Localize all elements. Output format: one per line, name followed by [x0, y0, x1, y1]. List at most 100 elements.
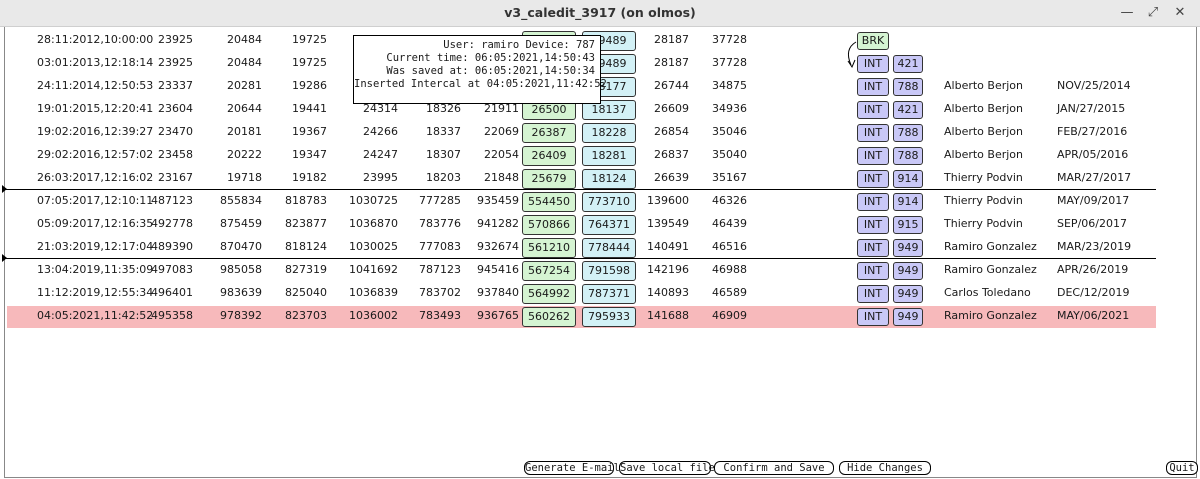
hide-changes-button[interactable]: Hide Changes: [839, 461, 931, 475]
close-icon[interactable]: ✕: [1174, 5, 1186, 20]
operator-cell: Alberto Berjon: [944, 148, 1023, 161]
tooltip-inserted-intercal: Inserted Intercal at 04:05:2021,11:42:52: [354, 78, 607, 90]
operator-cell: Thierry Podvin: [944, 194, 1023, 207]
device-tag[interactable]: 788: [893, 124, 923, 142]
value-cell: 978392: [220, 309, 262, 322]
value-cell: 28187: [654, 33, 689, 46]
entry-date-cell: MAR/27/2017: [1057, 171, 1132, 184]
green-value-box[interactable]: 26409: [522, 146, 576, 166]
table-row[interactable]: 05:09:2017,12:16:35 492778 875459 823877 103…: [7, 214, 1156, 236]
type-tag[interactable]: INT: [857, 285, 889, 303]
operator-cell: Ramiro Gonzalez: [944, 309, 1037, 322]
device-tag[interactable]: 788: [893, 147, 923, 165]
device-tag[interactable]: 949: [893, 308, 923, 326]
value-cell: 1041692: [349, 263, 398, 276]
type-tag[interactable]: INT: [857, 239, 889, 257]
green-value-box[interactable]: 26500: [522, 100, 576, 120]
cyan-value-box[interactable]: 18137: [582, 100, 636, 120]
device-tag[interactable]: 421: [893, 101, 923, 119]
device-tag[interactable]: 788: [893, 78, 923, 96]
device-tag[interactable]: 949: [893, 239, 923, 257]
table-row[interactable]: 04:05:2021,11:42:52 495358 978392 823703 103…: [7, 306, 1156, 328]
cyan-value-box[interactable]: 764371: [582, 215, 636, 235]
device-tag[interactable]: 914: [893, 170, 923, 188]
value-cell: 19718: [227, 171, 262, 184]
cyan-value-box[interactable]: 18124: [582, 169, 636, 189]
type-tag[interactable]: INT: [857, 124, 889, 142]
value-cell: 35046: [712, 125, 747, 138]
cyan-value-box[interactable]: 787371: [582, 284, 636, 304]
value-cell: 139600: [647, 194, 689, 207]
device-tag[interactable]: 949: [893, 285, 923, 303]
operator-cell: Alberto Berjon: [944, 102, 1023, 115]
separator-marker-icon: [2, 254, 7, 262]
cyan-value-box[interactable]: 18281: [582, 146, 636, 166]
table-row[interactable]: 19:02:2016,12:39:27 23470 20181 19367 24266 1…: [7, 122, 1156, 144]
value-cell: 139549: [647, 217, 689, 230]
save-local-file-button[interactable]: Save local file: [619, 461, 715, 475]
type-tag[interactable]: INT: [857, 147, 889, 165]
device-tag[interactable]: 421: [893, 55, 923, 73]
green-value-box[interactable]: 560262: [522, 307, 576, 327]
confirm-and-save-button[interactable]: Confirm and Save: [714, 461, 834, 475]
value-cell: 37728: [712, 33, 747, 46]
value-cell: 26744: [654, 79, 689, 92]
cyan-value-box[interactable]: 795933: [582, 307, 636, 327]
value-cell: 818124: [285, 240, 327, 253]
value-cell: 46988: [712, 263, 747, 276]
cyan-value-box[interactable]: 791598: [582, 261, 636, 281]
type-tag[interactable]: INT: [857, 308, 889, 326]
table-row[interactable]: 13:04:2019,11:35:09 497083 985058 827319 104…: [7, 260, 1156, 282]
value-cell: 935459: [477, 194, 519, 207]
value-cell: 783776: [419, 217, 461, 230]
table-row[interactable]: 11:12:2019,12:55:34 496401 983639 825040 103…: [7, 283, 1156, 305]
type-tag[interactable]: INT: [857, 55, 889, 73]
value-cell: 24314: [363, 102, 398, 115]
green-value-box[interactable]: 564992: [522, 284, 576, 304]
value-cell: 23995: [363, 171, 398, 184]
type-tag[interactable]: INT: [857, 193, 889, 211]
value-cell: 945416: [477, 263, 519, 276]
type-tag[interactable]: INT: [857, 170, 889, 188]
table-row[interactable]: 07:05:2017,12:10:11 487123 855834 818783 103…: [7, 191, 1156, 213]
quit-button[interactable]: Quit: [1166, 461, 1198, 475]
device-tag[interactable]: 949: [893, 262, 923, 280]
green-value-box[interactable]: 25679: [522, 169, 576, 189]
row-separator: [5, 189, 1156, 190]
table-row[interactable]: 19:01:2015,12:20:41 23604 20644 19441 24314 1…: [7, 99, 1156, 121]
cyan-value-box[interactable]: 773710: [582, 192, 636, 212]
value-cell: 26854: [654, 125, 689, 138]
green-value-box[interactable]: 26387: [522, 123, 576, 143]
type-tag[interactable]: INT: [857, 101, 889, 119]
value-cell: 23604: [158, 102, 193, 115]
date-cell: 24:11:2014,12:50:53: [37, 79, 154, 92]
operator-cell: Carlos Toledano: [944, 286, 1031, 299]
generate-email-button[interactable]: Generate E-mail: [524, 461, 620, 475]
green-value-box[interactable]: 554450: [522, 192, 576, 212]
operator-cell: Alberto Berjon: [944, 79, 1023, 92]
table-row[interactable]: 21:03:2019,12:17:04 489390 870470 818124 103…: [7, 237, 1156, 259]
green-value-box[interactable]: 561210: [522, 238, 576, 258]
value-cell: 23458: [158, 148, 193, 161]
minimize-icon[interactable]: —: [1120, 5, 1134, 20]
restore-icon[interactable]: ⤢: [1147, 5, 1159, 20]
type-tag[interactable]: INT: [857, 216, 889, 234]
cyan-value-box[interactable]: 778444: [582, 238, 636, 258]
info-tooltip: User: ramiro Device: 787 Current time: 0…: [353, 35, 607, 104]
type-tag[interactable]: BRK: [857, 32, 889, 50]
value-cell: 875459: [220, 217, 262, 230]
type-tag[interactable]: INT: [857, 78, 889, 96]
device-tag[interactable]: 915: [893, 216, 923, 234]
cyan-value-box[interactable]: 18228: [582, 123, 636, 143]
value-cell: 497083: [151, 263, 193, 276]
table-row[interactable]: 26:03:2017,12:16:02 23167 19718 19182 23995 1…: [7, 168, 1156, 190]
device-tag[interactable]: 914: [893, 193, 923, 211]
window-title: v3_caledit_3917 (on olmos): [504, 5, 696, 20]
value-cell: 46326: [712, 194, 747, 207]
green-value-box[interactable]: 570866: [522, 215, 576, 235]
table-row[interactable]: 29:02:2016,12:57:02 23458 20222 19347 24247 1…: [7, 145, 1156, 167]
type-tag[interactable]: INT: [857, 262, 889, 280]
green-value-box[interactable]: 567254: [522, 261, 576, 281]
value-cell: 18203: [426, 171, 461, 184]
value-cell: 26639: [654, 171, 689, 184]
